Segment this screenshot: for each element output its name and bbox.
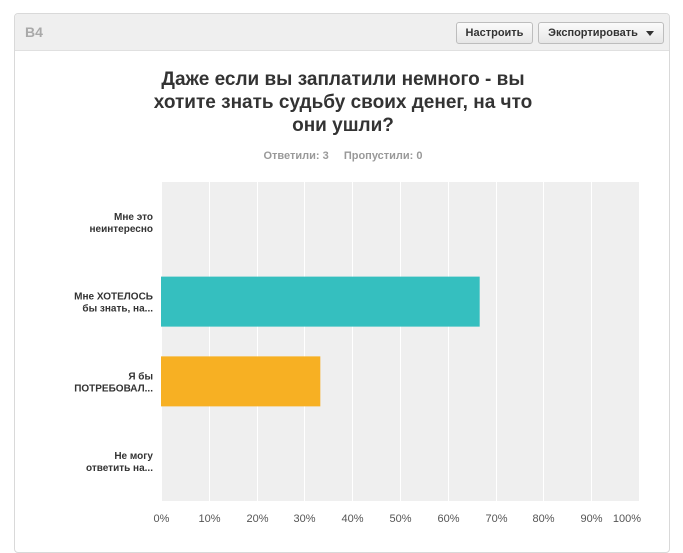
question-card: B4 Настроить Экспортировать Даже если вы… [14, 13, 670, 553]
category-label: Я бы [128, 370, 153, 382]
bar [161, 276, 480, 327]
caret-down-icon [645, 30, 654, 36]
x-tick-label: 0% [154, 513, 170, 525]
skipped-count: Пропустили: 0 [343, 150, 423, 162]
configure-button-label: Настроить [465, 27, 524, 39]
x-tick-label: 30% [293, 513, 315, 525]
category-label: неинтересно [90, 224, 154, 235]
card-header: B4 Настроить Экспортировать [15, 14, 669, 51]
x-tick-label: 20% [246, 513, 268, 525]
export-button-label: Экспортировать [548, 27, 638, 39]
bar [161, 356, 321, 407]
x-tick-label: 40% [341, 513, 363, 525]
bar-chart: 0% 10% 20% 30% 40% 50% 60% 70% 80% 90% 100% Мне это… [74, 182, 641, 525]
category-label: бы знать, на... [82, 303, 153, 315]
x-tick-label: 60% [437, 513, 459, 525]
x-tick-label: 70% [485, 513, 507, 525]
category-label: Мне это [114, 212, 153, 223]
category-label: ПОТРЕБОВАЛ... [74, 383, 153, 394]
category-label: Мне ХОТЕЛОСЬ [74, 292, 153, 303]
x-tick-label: 50% [389, 513, 411, 525]
x-tick-label: 10% [198, 513, 220, 525]
category-label: ответить на... [86, 463, 153, 474]
question-number: B4 [25, 24, 43, 40]
response-stats: Ответили: 3 Пропустили: 0 [15, 150, 669, 162]
x-tick-label: 100% [613, 513, 641, 525]
x-tick-label: 90% [580, 513, 602, 525]
export-button[interactable]: Экспортировать [538, 22, 664, 44]
category-label: Не могу [114, 451, 153, 462]
configure-button[interactable]: Настроить [456, 22, 533, 44]
chart-title: Даже если вы заплатили немного - вы хоти… [153, 69, 533, 136]
answered-count: Ответили: 3 [263, 150, 329, 162]
x-tick-label: 80% [532, 513, 554, 525]
